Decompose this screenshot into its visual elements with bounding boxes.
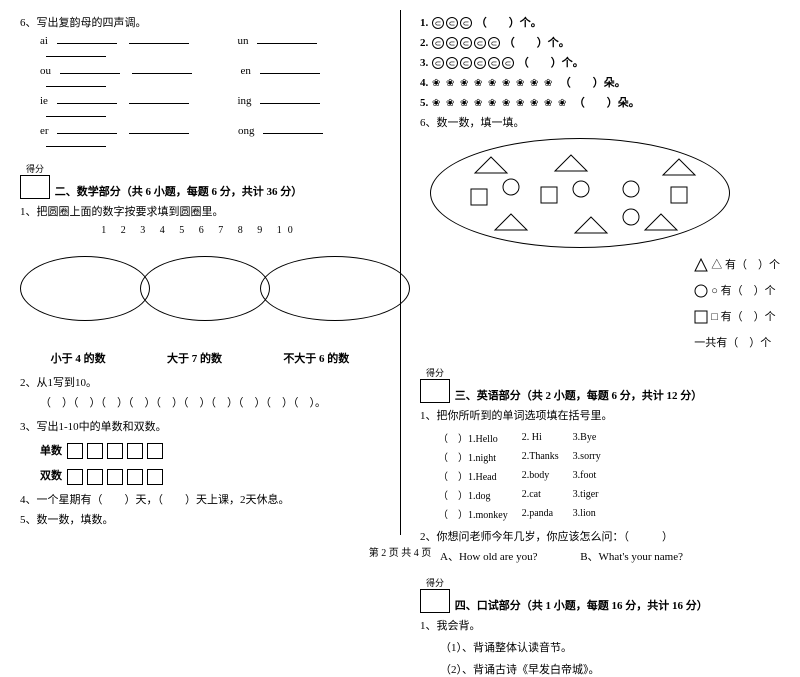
even-row: 双数: [40, 467, 380, 484]
s3q2: 2、你想问老师今年几岁，你应该怎么问：（ ）: [420, 528, 780, 544]
page-footer: 第 2 页 共 4 页: [0, 544, 800, 559]
english-row: （ ）1.night2.Thanks3.sorry: [432, 448, 607, 465]
score-label-3: 得分: [420, 366, 450, 379]
english-row: （ ）1.Hello2. Hi3.Bye: [432, 429, 607, 446]
pinyin-row: ai un: [40, 34, 380, 60]
left-column: 6、写出复韵母的四声调。 ai un ou en ie ing er ong 得…: [0, 0, 400, 540]
s2q2: 2、从1写到10。: [20, 374, 380, 390]
pinyin-row: er ong: [40, 124, 380, 150]
score-label: 得分: [20, 162, 50, 175]
s4q1: 1、我会背。: [420, 617, 780, 633]
english-table: （ ）1.Hello2. Hi3.Bye （ ）1.night2.Thanks3.…: [430, 427, 609, 524]
even-label: 双数: [40, 470, 62, 482]
shape-count-list: △ 有（ ）个 ○ 有（ ）个 □ 有（ ）个 一共有（ ）个: [694, 252, 780, 356]
odd-label: 单数: [40, 445, 62, 457]
count-line: 1. ⊂⊂⊂ （ ）个。: [420, 14, 780, 30]
english-row: （ ）1.Head2.body3.foot: [432, 467, 607, 484]
right-column: 1. ⊂⊂⊂ （ ）个。 2. ⊂⊂⊂⊂⊂ （ ）个。 3. ⊂⊂⊂⊂⊂⊂ （ ）个…: [400, 0, 800, 540]
oval-3: [260, 256, 410, 321]
count-line: 5. ❀❀❀❀❀❀❀❀❀❀ （ ）朵。: [420, 94, 780, 110]
english-row: （ ）1.dog2.cat3.tiger: [432, 486, 607, 503]
s2q4: 4、一个星期有（ ）天，（ ）天上课，2天休息。: [20, 491, 380, 507]
section3-title: 三、英语部分（共 2 小题，每题 6 分，共计 12 分）: [455, 390, 703, 402]
score-label-4: 得分: [420, 576, 450, 589]
oval-1: [20, 256, 150, 321]
pinyin-rows: ai un ou en ie ing er ong: [40, 34, 380, 150]
score-box: [20, 175, 50, 199]
ovals-diagram: [20, 246, 380, 346]
english-row: （ ）1.monkey2.panda3.lion: [432, 505, 607, 522]
odd-row: 单数: [40, 442, 380, 459]
s2q6: 6、数一数，填一填。: [420, 114, 780, 130]
oval-label-2: 大于 7 的数: [167, 350, 222, 366]
oval-2: [140, 256, 270, 321]
s2q2-blanks: （ ）（ ）（ ）（ ）（ ）（ ）（ ）（ ）（ ）（ ）。: [40, 394, 380, 410]
q6-title: 6、写出复韵母的四声调。: [20, 14, 380, 30]
pinyin-row: ie ing: [40, 94, 380, 120]
count-lines: 1. ⊂⊂⊂ （ ）个。 2. ⊂⊂⊂⊂⊂ （ ）个。 3. ⊂⊂⊂⊂⊂⊂ （ ）个…: [420, 14, 780, 110]
oval-labels: 小于 4 的数 大于 7 的数 不大于 6 的数: [20, 350, 380, 366]
count-line: 4. ❀❀❀❀❀❀❀❀❀ （ ）朵。: [420, 74, 780, 90]
total-count: 一共有（ ）个: [694, 330, 780, 356]
pinyin-row: ou en: [40, 64, 380, 90]
s2q1: 1、把圆圈上面的数字按要求填到圆圈里。: [20, 203, 380, 219]
number-list: 1 2 3 4 5 6 7 8 9 10: [20, 225, 380, 236]
s3q1: 1、把你所听到的单词选项填在括号里。: [420, 407, 780, 423]
score-box-3: [420, 379, 450, 403]
count-line: 3. ⊂⊂⊂⊂⊂⊂ （ ）个。: [420, 54, 780, 70]
shapes-svg: [431, 139, 731, 249]
s4q1b: （2）、背诵古诗《早发白帝城》。: [440, 661, 780, 677]
s4q1a: （1）、背诵整体认读音节。: [440, 639, 780, 655]
section2-title: 二、数学部分（共 6 小题，每题 6 分，共计 36 分）: [55, 186, 303, 198]
sq-count: □ 有（ ）个: [694, 304, 780, 330]
oval-label-3: 不大于 6 的数: [283, 350, 349, 366]
column-divider: [400, 10, 401, 535]
shape-oval: [430, 138, 730, 248]
score-box-4: [420, 589, 450, 613]
oval-label-1: 小于 4 的数: [51, 350, 106, 366]
tri-count: △ 有（ ）个: [694, 252, 780, 278]
circ-count: ○ 有（ ）个: [694, 278, 780, 304]
section4-title: 四、口试部分（共 1 小题，每题 16 分，共计 16 分）: [455, 600, 708, 612]
s2q5: 5、数一数，填数。: [20, 511, 380, 527]
count-line: 2. ⊂⊂⊂⊂⊂ （ ）个。: [420, 34, 780, 50]
s2q3: 3、写出1-10中的单数和双数。: [20, 418, 380, 434]
